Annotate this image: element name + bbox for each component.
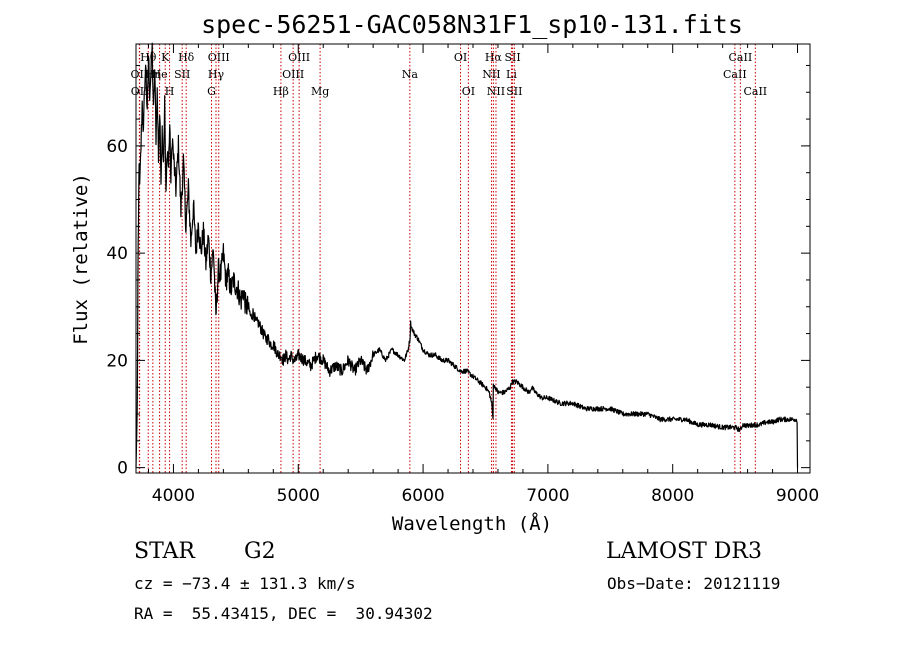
line-label-9: OIII: [208, 51, 230, 64]
line-label-18: OI: [462, 85, 475, 98]
line-label-13: OIII: [288, 51, 310, 64]
x-tick-label-6000: 6000: [401, 486, 444, 506]
line-label-24: SII: [506, 85, 522, 98]
subclass: G2: [244, 539, 276, 564]
line-label-23: Li: [506, 68, 517, 81]
x-tick-label-7000: 7000: [526, 486, 569, 506]
line-label-11: G: [207, 85, 216, 98]
line-label-12: Hβ: [273, 85, 289, 98]
line-label-19: Hα: [485, 51, 503, 64]
x-tick-label-5000: 5000: [277, 486, 320, 506]
line-label-7: H: [165, 85, 175, 98]
line-label-8: Hδ: [178, 51, 195, 64]
line-label-26: CaII: [723, 68, 747, 81]
x-tick-label-9000: 9000: [776, 486, 819, 506]
x-tick-label-8000: 8000: [651, 486, 694, 506]
observation-date: Obs−Date: 20121119: [607, 574, 781, 593]
redshift-velocity: cz = −73.4 ± 131.3 km/s: [134, 574, 356, 593]
chart-title: spec-56251-GAC058N31F1_sp10-131.fits: [201, 10, 743, 39]
line-label-5: He: [152, 68, 168, 81]
y-axis-label: Flux (relative): [70, 173, 92, 345]
y-tick-label-0: 0: [117, 459, 128, 479]
line-label-17: OI: [454, 51, 467, 64]
line-label-4: K: [161, 51, 170, 64]
x-axis-label: Wavelength (Å): [392, 512, 552, 535]
y-tick-label-60: 60: [106, 137, 128, 157]
line-label-22: SII: [504, 51, 520, 64]
line-label-27: CaII: [743, 85, 767, 98]
plot-frame: [135, 43, 811, 474]
survey-name: LAMOST DR3: [606, 539, 762, 564]
line-label-20: NII: [482, 68, 500, 81]
line-label-6: SII: [174, 68, 190, 81]
line-label-10: Hγ: [208, 68, 225, 81]
line-label-21: NII: [487, 85, 505, 98]
line-label-14: OIII: [282, 68, 304, 81]
y-tick-label-20: 20: [106, 351, 128, 371]
object-class: STAR: [134, 539, 195, 564]
line-label-16: Na: [402, 68, 419, 81]
x-tick-label-4000: 4000: [152, 486, 195, 506]
line-label-15: Mg: [311, 85, 329, 98]
line-label-25: CaII: [729, 51, 753, 64]
line-label-1: OII: [131, 68, 149, 81]
coordinates: RA = 55.43415, DEC = 30.94302: [134, 604, 433, 623]
spectrum-line: [135, 42, 799, 468]
y-tick-label-40: 40: [106, 244, 128, 264]
